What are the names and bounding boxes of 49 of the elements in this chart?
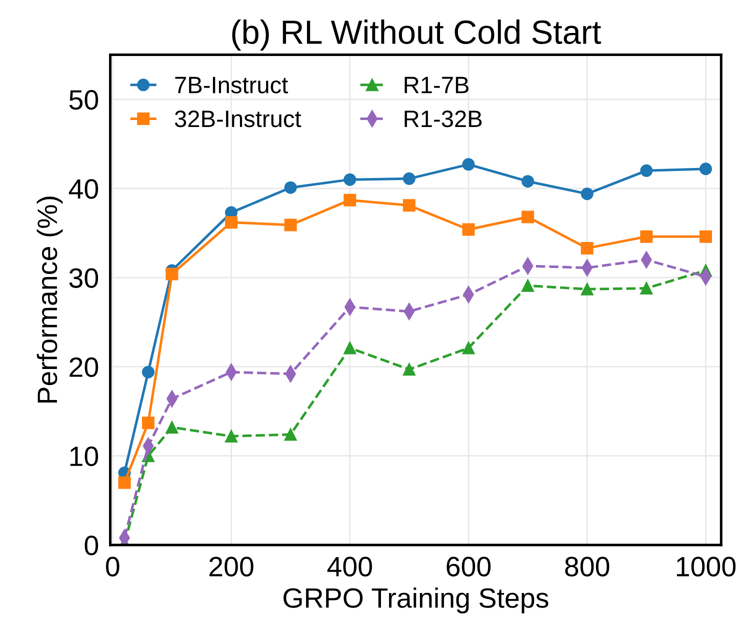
point (462, 158, 475, 171)
point (640, 230, 653, 243)
point (142, 366, 154, 378)
point (640, 282, 653, 295)
point (225, 216, 238, 229)
x-tick-label: 600 (446, 556, 491, 576)
y-tick-label: 20 (70, 357, 98, 378)
point (225, 430, 238, 442)
x-tick-label: 800 (565, 556, 610, 576)
point (118, 476, 131, 489)
point (580, 188, 594, 200)
y-tick-label: 0 (84, 536, 98, 556)
y-axis-title: Performance (%) (36, 196, 63, 403)
x-tick-label: 400 (327, 556, 372, 576)
y-tick-label: 30 (69, 268, 98, 288)
point (522, 210, 534, 224)
x-axis-title: GRPO Training Steps (284, 588, 548, 614)
y-tick-label: 10 (70, 446, 98, 466)
point (522, 279, 534, 292)
point (344, 194, 356, 206)
point (640, 164, 653, 177)
point (402, 172, 416, 185)
y-tick-label: 40 (68, 179, 98, 199)
chart-title: (b) RL Without Cold Start (232, 20, 602, 51)
point (522, 175, 534, 188)
point (166, 268, 178, 280)
legend-label: 7B-Instruct (175, 76, 288, 94)
point (344, 173, 356, 186)
x-tick-label: 200 (209, 556, 254, 576)
point (402, 199, 416, 212)
point (166, 421, 178, 434)
point (580, 282, 594, 296)
point (344, 342, 356, 354)
point (402, 363, 416, 376)
point (284, 428, 297, 441)
point (699, 162, 712, 176)
y-tick-label: 50 (69, 90, 98, 110)
legend-label: R1-32B (404, 110, 482, 128)
point (462, 223, 475, 236)
point (580, 242, 594, 254)
point (462, 342, 475, 354)
legend-label: 32B-Instruct (174, 110, 302, 128)
point (699, 230, 712, 243)
x-tick-label: 0 (106, 556, 120, 576)
point (142, 416, 154, 430)
legend-label: R1-7B (404, 76, 468, 94)
x-tick-label: 1000 (676, 556, 736, 576)
point (284, 218, 297, 232)
point (284, 181, 297, 194)
